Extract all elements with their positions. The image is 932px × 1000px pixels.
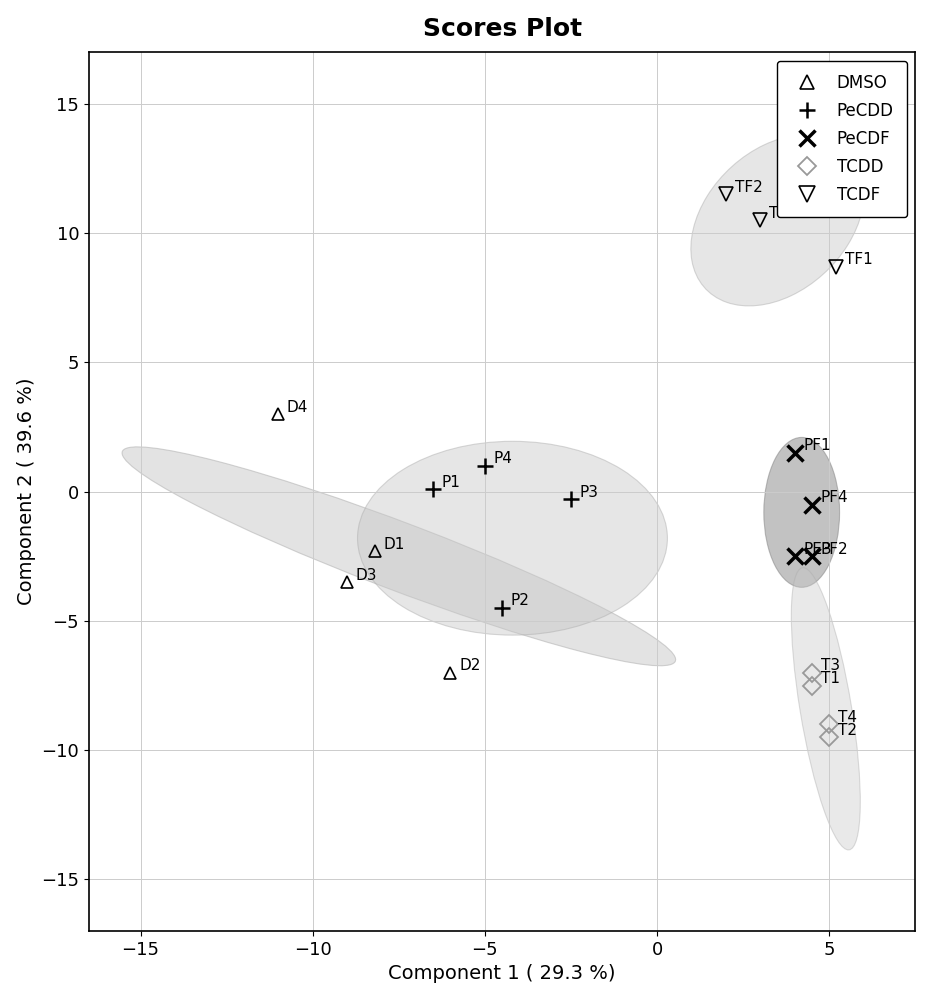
Text: T2: T2 <box>838 723 857 738</box>
Text: D3: D3 <box>356 568 377 583</box>
Text: TF3: TF3 <box>769 206 797 221</box>
Text: T1: T1 <box>821 671 840 686</box>
Ellipse shape <box>691 135 864 306</box>
Text: PF4: PF4 <box>821 490 848 505</box>
Text: D2: D2 <box>459 658 481 673</box>
Ellipse shape <box>358 441 667 635</box>
Ellipse shape <box>764 437 840 587</box>
Text: D1: D1 <box>383 537 404 552</box>
Text: TF2: TF2 <box>734 180 762 195</box>
Text: P1: P1 <box>442 475 460 490</box>
Text: P2: P2 <box>511 593 529 608</box>
Text: P3: P3 <box>580 485 598 500</box>
Y-axis label: Component 2 ( 39.6 %): Component 2 ( 39.6 %) <box>17 378 35 605</box>
Text: T3: T3 <box>821 658 840 673</box>
Text: D4: D4 <box>287 400 308 415</box>
Text: P4: P4 <box>494 451 513 466</box>
Text: PE3: PE3 <box>803 542 832 557</box>
Text: TF1: TF1 <box>844 252 872 267</box>
Text: PF1: PF1 <box>803 438 831 453</box>
X-axis label: Component 1 ( 29.3 %): Component 1 ( 29.3 %) <box>389 964 616 983</box>
Text: T4: T4 <box>838 710 857 725</box>
Legend: DMSO, PeCDD, PeCDF, TCDD, TCDF: DMSO, PeCDD, PeCDF, TCDD, TCDF <box>776 61 907 217</box>
Ellipse shape <box>122 447 676 666</box>
Title: Scores Plot: Scores Plot <box>422 17 582 41</box>
Text: PF2: PF2 <box>821 542 848 557</box>
Ellipse shape <box>791 568 860 850</box>
